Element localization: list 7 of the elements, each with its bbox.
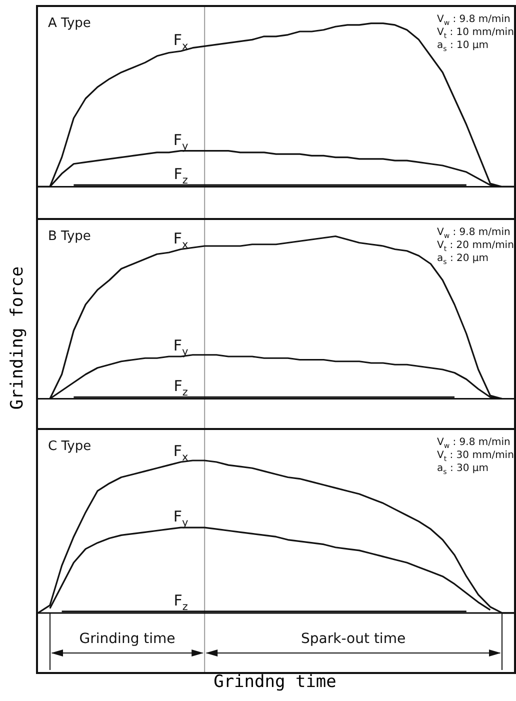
text: C Type bbox=[48, 439, 92, 454]
text: Spark-out time bbox=[301, 630, 406, 647]
x-axis-title: Grindng time bbox=[212, 672, 338, 692]
text: Grinding time bbox=[79, 630, 176, 647]
annotation: B Type bbox=[48, 229, 91, 244]
y-axis-title: Grinding force bbox=[8, 266, 28, 410]
annotation: A Type bbox=[48, 16, 91, 31]
